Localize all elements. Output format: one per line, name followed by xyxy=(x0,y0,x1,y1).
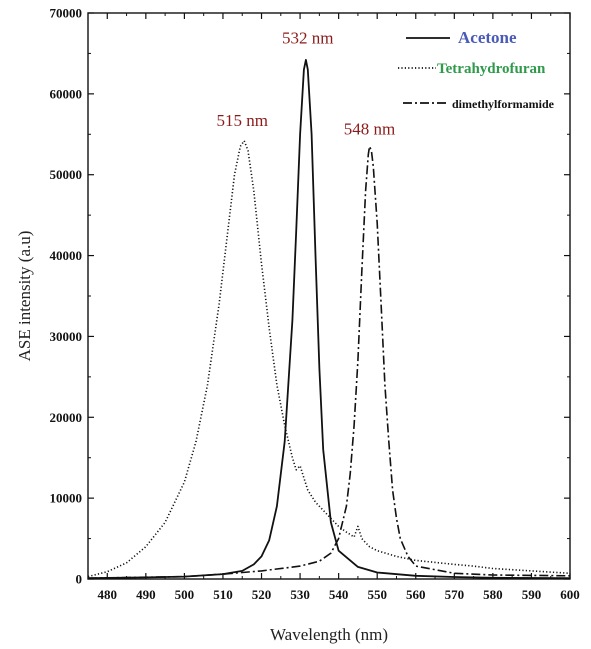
legend-label-dimethylformamide: dimethylformamide xyxy=(452,97,555,111)
x-tick-label: 480 xyxy=(98,587,118,602)
x-tick-label: 500 xyxy=(175,587,195,602)
y-axis-label: ASE intensity (a.u) xyxy=(15,231,34,362)
x-tick-label: 560 xyxy=(406,587,426,602)
series-line-dimethylformamide xyxy=(88,145,570,579)
series-line-tetrahydrofuran xyxy=(88,140,570,578)
peak-label: 532 nm xyxy=(282,29,333,48)
x-tick-label: 570 xyxy=(445,587,465,602)
peak-label: 515 nm xyxy=(216,111,267,130)
x-tick-label: 600 xyxy=(560,587,580,602)
x-tick-label: 580 xyxy=(483,587,503,602)
legend-label-tetrahydrofuran: Tetrahydrofuran xyxy=(437,61,546,77)
x-tick-label: 590 xyxy=(522,587,542,602)
y-tick-label: 0 xyxy=(76,572,83,587)
x-tick-label: 510 xyxy=(213,587,233,602)
legend-label-acetone: Acetone xyxy=(458,28,517,47)
x-tick-label: 490 xyxy=(136,587,156,602)
y-tick-label: 50000 xyxy=(50,167,83,182)
x-tick-label: 540 xyxy=(329,587,349,602)
y-tick-label: 70000 xyxy=(50,6,83,21)
y-tick-label: 60000 xyxy=(50,86,83,101)
y-tick-label: 10000 xyxy=(50,491,83,506)
peak-label: 548 nm xyxy=(344,119,395,138)
x-axis-label: Wavelength (nm) xyxy=(270,625,388,644)
y-tick-label: 40000 xyxy=(50,248,83,263)
series-line-acetone xyxy=(88,59,570,579)
x-tick-label: 530 xyxy=(290,587,310,602)
x-tick-label: 520 xyxy=(252,587,272,602)
y-tick-label: 30000 xyxy=(50,329,83,344)
y-tick-label: 20000 xyxy=(50,410,83,425)
x-tick-label: 550 xyxy=(367,587,387,602)
